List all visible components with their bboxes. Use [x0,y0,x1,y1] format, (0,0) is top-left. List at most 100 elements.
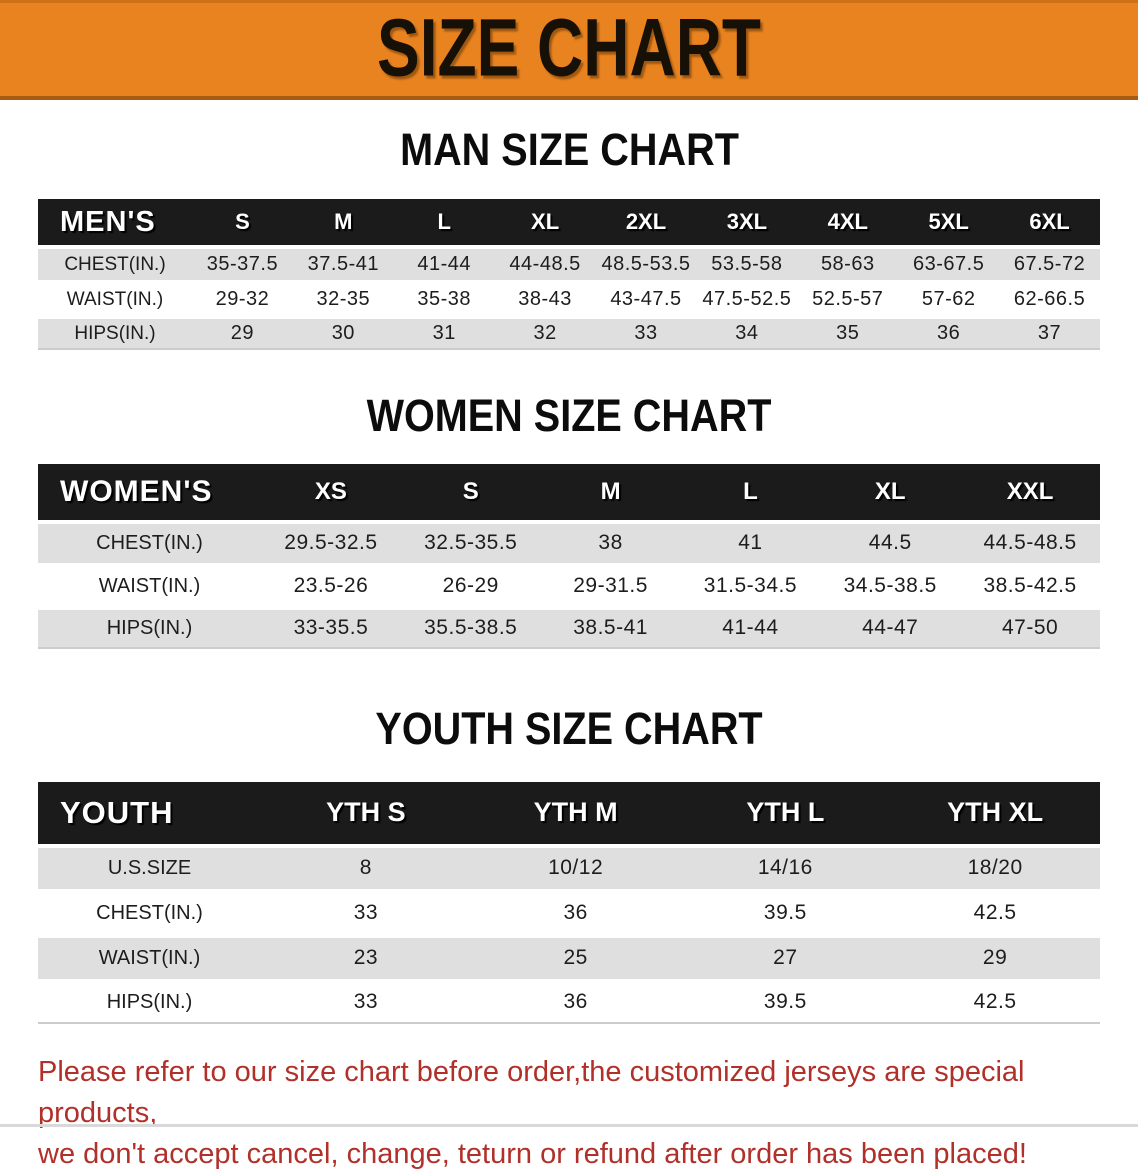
size-value-cell: 39.5 [763,901,807,925]
row-label: HIPS(IN.) [38,319,192,351]
size-header-cell: S [462,477,479,505]
size-value-cell: 38 [598,531,623,554]
row-label: U.S.SIZE [107,856,192,879]
size-header-cell: L [743,477,758,505]
size-value-cell: 33 [595,319,697,351]
size-value-cell: 31 [393,319,495,351]
size-header-cell: YTH S [326,797,406,828]
order-policy-note: Please refer to our size chart before or… [38,1052,1112,1175]
size-value-cell: 35-38 [417,288,472,311]
row-label: CHEST(IN.) [96,901,203,924]
table-title-cell: MEN'S [60,205,156,238]
youth-size-table: YOUTH YTH S YTH M YTH L YTH XL U.S.SIZE 8 10/12… [38,778,1100,1028]
row-label: WAIST(IN.) [66,288,164,310]
women-section-title-text: WOMEN SIZE CHART [366,390,772,442]
size-value-cell: 38.5-41 [540,610,681,649]
size-header-cell: S [235,209,250,235]
header-row: WOMEN'S XS S M L XL XXL [38,463,1100,520]
size-header-cell: YTH L [746,797,825,828]
table-row: CHEST(IN.) 29.5-32.5 32.5-35.5 38 41 44.5 44.5… [38,523,1100,563]
men-section-title-text: MAN SIZE CHART [399,124,739,175]
size-value-cell: 41 [738,531,763,554]
size-value-cell: 29-32 [215,288,270,311]
size-value-cell: 27 [773,946,798,970]
size-value-cell: 44.5-48.5 [983,531,1077,554]
size-header-cell: XL [531,209,560,235]
size-value-cell: 33 [261,983,471,1024]
size-value-cell: 41-44 [417,253,472,276]
youth-section-title-text: YOUTH SIZE CHART [375,702,763,754]
table-row: WAIST(IN.) 23 25 27 29 [38,937,1100,979]
size-value-cell: 10/12 [548,856,604,880]
men-size-table: MEN'S S M L XL 2XL 3XL 4XL 5XL 6XL CHEST(IN.) 35-37… [38,195,1100,354]
men-section-title: MAN SIZE CHART [0,124,1138,175]
banner: SIZE CHART [0,0,1138,100]
size-value-cell: 33 [353,901,379,925]
youth-size-section: YOUTH SIZE CHART YOUTH YTH S YTH M YTH L YTH… [0,702,1138,1028]
size-value-cell: 32 [494,319,596,351]
size-value-cell: 44-48.5 [509,253,581,276]
order-policy-note-line1: Please refer to our size chart before or… [38,1055,1025,1129]
size-value-cell: 62-66.5 [1013,288,1086,311]
size-value-cell: 47.5-52.5 [702,288,792,311]
size-value-cell: 41-44 [680,610,821,649]
size-value-cell: 43-47.5 [610,288,682,311]
size-value-cell: 47-50 [960,610,1100,649]
header-row: YOUTH YTH S YTH M YTH L YTH XL [38,781,1100,844]
size-value-cell: 35.5-38.5 [400,610,541,649]
size-value-cell: 26-29 [442,574,499,597]
size-value-cell: 32.5-35.5 [424,531,518,554]
size-value-cell: 18/20 [967,856,1023,880]
size-value-cell: 44.5 [868,531,912,554]
table-row: CHEST(IN.) 33 36 39.5 42.5 [38,892,1100,934]
size-value-cell: 14/16 [757,856,813,880]
table-row: U.S.SIZE 8 10/12 14/16 18/20 [38,847,1100,889]
size-value-cell: 29 [982,946,1008,970]
size-value-cell: 67.5-72 [1013,253,1086,276]
size-value-cell: 42.5 [890,983,1100,1024]
size-header-cell: L [437,209,451,235]
size-header-cell: YTH XL [947,797,1044,828]
order-policy-note-line2: we don't accept cancel, change, teturn o… [38,1138,1027,1171]
size-header-cell: XXL [1006,477,1054,505]
size-value-cell: 36 [898,319,1000,351]
size-header-cell: 6XL [1029,209,1070,235]
size-value-cell: 53.5-58 [711,253,783,276]
row-label: CHEST(IN.) [64,253,166,275]
table-row: HIPS(IN.) 33-35.5 35.5-38.5 38.5-41 41-44 44-… [38,609,1100,649]
row-label: HIPS(IN.) [38,983,262,1024]
size-value-cell: 44-47 [820,610,961,649]
size-header-cell: 3XL [726,209,768,235]
size-value-cell: 34.5-38.5 [843,574,937,597]
size-value-cell: 48.5-53.5 [601,253,691,276]
table-row: WAIST(IN.) 29-32 32-35 35-38 38-43 43-47.5 47.… [38,284,1100,316]
size-value-cell: 35 [797,319,899,351]
size-value-cell: 33-35.5 [261,610,401,649]
size-value-cell: 63-67.5 [912,253,985,276]
size-header-cell: XS [314,477,347,505]
size-header-cell: 2XL [625,209,667,235]
size-value-cell: 58-63 [820,253,875,276]
women-size-table: WOMEN'S XS S M L XL XXL CHEST(IN.) 29.5-32.5 32.5… [38,460,1100,653]
size-header-cell: 4XL [827,209,868,235]
table-row: WAIST(IN.) 23.5-26 26-29 29-31.5 31.5-34.5 34… [38,566,1100,606]
bottom-divider [0,1124,1138,1127]
size-value-cell: 42.5 [973,901,1017,925]
table-title-cell: WOMEN'S [60,474,213,508]
size-value-cell: 29.5-32.5 [284,531,378,554]
size-header-cell: YTH M [533,797,618,828]
table-row: HIPS(IN.) 29 30 31 32 33 34 35 36 37 [38,319,1100,351]
youth-section-title: YOUTH SIZE CHART [0,702,1138,754]
size-value-cell: 29-31.5 [573,574,648,597]
page-title: SIZE CHART [377,2,761,93]
women-size-section: WOMEN SIZE CHART WOMEN'S XS S M L XL XXL CHEST(… [0,392,1138,652]
size-header-cell: M [334,209,353,235]
row-label: CHEST(IN.) [96,531,203,554]
size-value-cell: 8 [359,856,372,880]
size-value-cell: 39.5 [680,983,891,1024]
size-value-cell: 36 [563,901,588,925]
size-header-cell: M [600,477,621,505]
size-value-cell: 23 [353,946,379,970]
header-row: MEN'S S M L XL 2XL 3XL 4XL 5XL 6XL [38,199,1100,246]
